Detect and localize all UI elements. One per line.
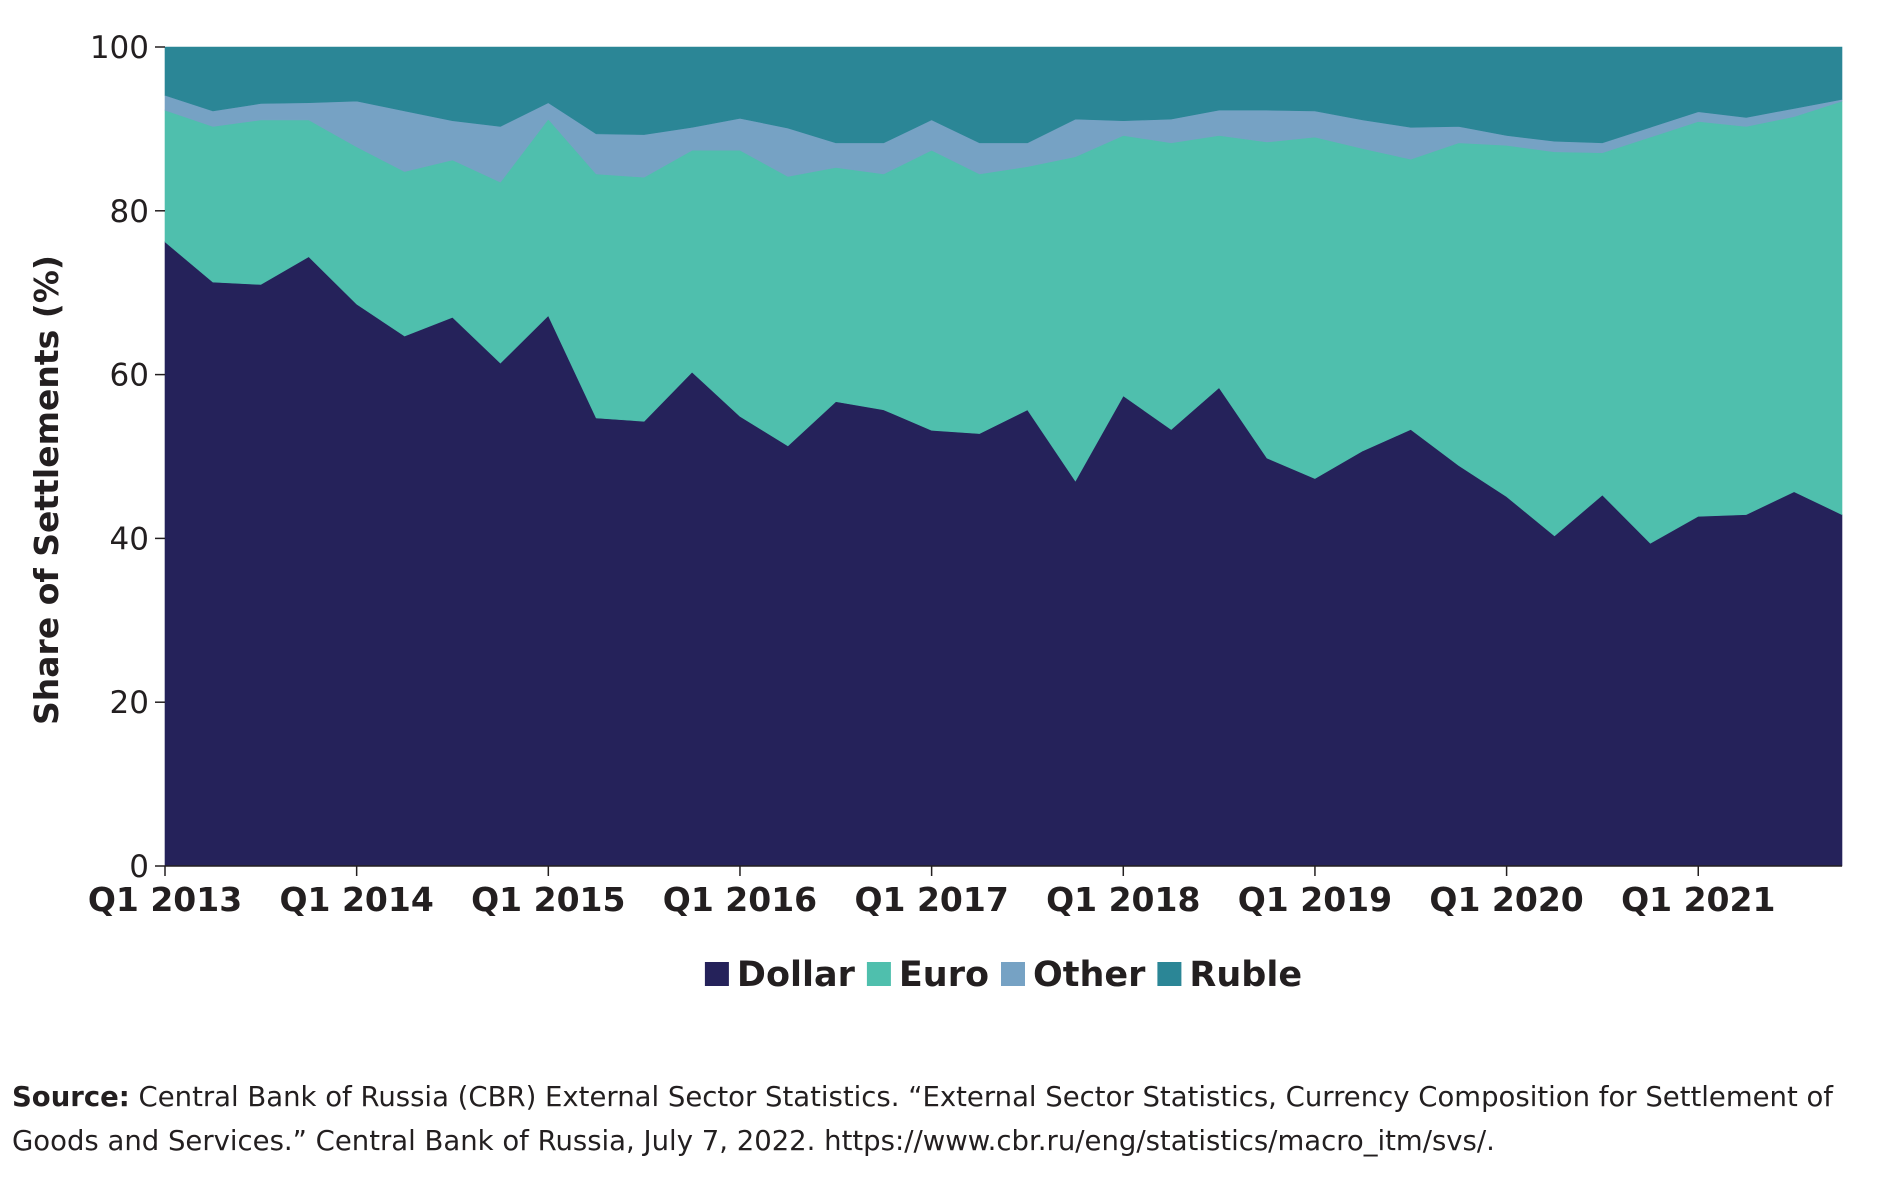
source-label: Source: — [12, 1081, 130, 1113]
y-tick-label: 100 — [90, 30, 149, 66]
legend-swatch — [1001, 962, 1025, 986]
legend-swatch — [866, 962, 891, 986]
x-tick-label: Q1 2013 — [88, 880, 242, 919]
stacked-area-chart: 0 20 40 60 80 100 Q1 2013 Q1 2014 Q1 2015 Q1 2016… — [27, 30, 1843, 995]
x-tick-label: Q1 2017 — [854, 880, 1008, 919]
legend-swatch — [1157, 962, 1182, 986]
x-tick-label: Q1 2014 — [279, 880, 433, 919]
y-tick-label: 60 — [110, 358, 149, 394]
legend-label: Ruble — [1189, 955, 1302, 995]
x-tick-label: Q1 2019 — [1238, 880, 1392, 919]
legend-item-dollar: Dollar — [704, 955, 856, 995]
legend-item-euro: Euro — [866, 955, 989, 995]
legend-label: Dollar — [737, 955, 856, 995]
x-tick-label: Q1 2018 — [1046, 880, 1200, 919]
y-tick-label: 20 — [110, 685, 149, 721]
y-tick-label: 0 — [129, 849, 149, 885]
legend-swatch — [704, 962, 729, 986]
legend-item-ruble: Ruble — [1157, 955, 1302, 995]
legend-label: Other — [1033, 955, 1146, 995]
y-tick-label: 80 — [110, 194, 149, 230]
y-axis-label: Share of Settlements (%) — [27, 255, 66, 725]
x-tick-label: Q1 2015 — [471, 880, 625, 919]
legend: Dollar Euro Other Ruble — [704, 955, 1302, 995]
legend-label: Euro — [899, 955, 989, 995]
area-layers — [164, 46, 1843, 867]
x-tick-label: Q1 2020 — [1429, 880, 1583, 919]
source-text: Central Bank of Russia (CBR) External Se… — [12, 1081, 1833, 1157]
legend-item-other: Other — [1001, 955, 1146, 995]
axes: 0 20 40 60 80 100 Q1 2013 Q1 2014 Q1 2015 Q1 2016… — [88, 30, 1842, 919]
x-tick-label: Q1 2021 — [1621, 880, 1775, 919]
x-tick-label: Q1 2016 — [663, 880, 817, 919]
area-ruble — [164, 46, 1843, 144]
source-note: Source: Central Bank of Russia (CBR) Ext… — [12, 1075, 1882, 1163]
y-tick-label: 40 — [110, 521, 149, 557]
